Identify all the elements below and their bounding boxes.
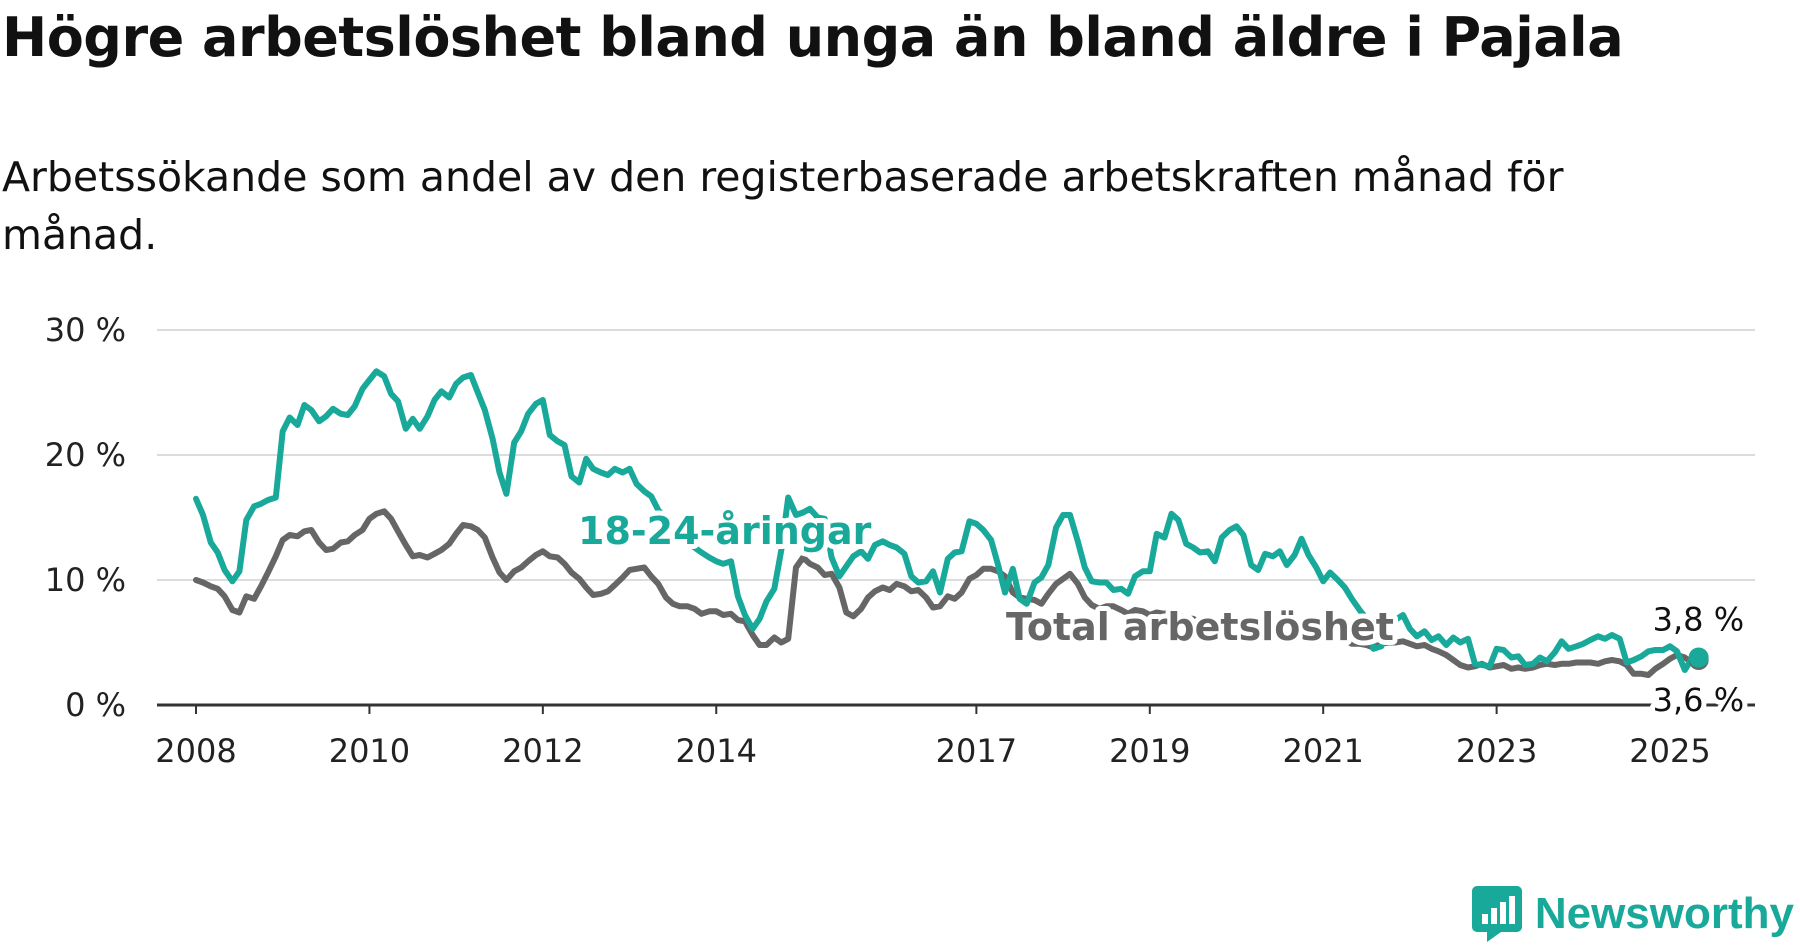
chart-title: Högre arbetslöshet bland unga än bland ä… [2, 6, 1624, 69]
series-label-total-text: Total arbetslöshet [1006, 605, 1394, 649]
series-label-youth-text: 18-24-åringar [578, 509, 872, 553]
series-end-point-0 [1688, 647, 1709, 668]
end-label-total-halo: 3,6 % [1653, 681, 1744, 719]
end-label-total-text: 3,6 % [1653, 681, 1744, 719]
x-tick-label: 2019 [1109, 732, 1190, 770]
brand-logo: Newsworthy [1471, 884, 1794, 944]
series-label-total-halo: Total arbetslöshet [1006, 605, 1394, 649]
x-tick-label: 2017 [936, 732, 1017, 770]
line-chart: 0 % 10 % 20 % 30 % 2008 2010 2012 2014 2017 2019 2… [45, 311, 1755, 770]
x-tick-label: 2014 [676, 732, 757, 770]
brand-name: Newsworthy [1534, 889, 1794, 938]
x-tick-label: 2012 [502, 732, 583, 770]
x-tick-label: 2023 [1456, 732, 1537, 770]
x-tick-label: 2025 [1629, 732, 1710, 770]
end-label-total: 3,6 %3,6 % [1648, 676, 1749, 724]
series-lines [193, 368, 1709, 678]
chart-subtitle: Arbetssökande som andel av den registerb… [2, 153, 1564, 259]
newsworthy-logo-icon [1471, 886, 1522, 942]
series-line-0 [193, 368, 1702, 673]
x-tick-label: 2010 [329, 732, 410, 770]
end-label-youth-text: 3,8 % [1653, 601, 1744, 639]
x-tick-label: 2021 [1282, 732, 1363, 770]
y-tick-label: 10 % [45, 561, 126, 599]
series-label-youth-halo: 18-24-åringar [578, 509, 872, 553]
y-tick-label: 20 % [45, 436, 126, 474]
end-label-youth-halo: 3,8 % [1653, 601, 1744, 639]
grid-lines [157, 329, 1755, 581]
y-tick-label: 30 % [45, 311, 126, 349]
series-line-1 [193, 508, 1702, 678]
y-tick-label: 0 % [65, 686, 126, 724]
x-tick-label: 2008 [155, 732, 236, 770]
axes: 0 % 10 % 20 % 30 % 2008 2010 2012 2014 2017 2019 2… [45, 311, 1755, 770]
end-label-youth: 3,8 %3,8 % [1648, 596, 1749, 644]
